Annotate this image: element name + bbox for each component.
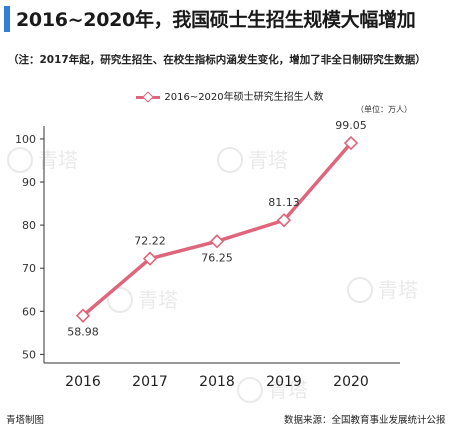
data-label: 72.22 bbox=[134, 235, 166, 248]
watermark-logo-icon: 青塔 bbox=[7, 147, 78, 173]
footer-source: 数据来源：全国教育事业发展统计公报 bbox=[284, 415, 446, 426]
data-point bbox=[343, 135, 359, 151]
legend-label: 2016~2020年硕士研究生招生人数 bbox=[164, 92, 324, 103]
legend-line-marker-icon bbox=[136, 92, 161, 102]
data-point bbox=[276, 213, 292, 228]
svg-text:青塔: 青塔 bbox=[268, 378, 308, 402]
data-point bbox=[142, 251, 158, 266]
watermark-logo-icon: 青塔 bbox=[237, 377, 308, 403]
y-tick-label: 90 bbox=[22, 176, 36, 189]
x-tick-label: 2018 bbox=[199, 374, 235, 390]
y-tick-label: 50 bbox=[22, 348, 36, 361]
x-tick-label: 2016 bbox=[65, 374, 101, 390]
watermark-logo-icon: 青塔 bbox=[107, 287, 178, 313]
title-accent-bar bbox=[4, 6, 10, 32]
data-label: 76.25 bbox=[201, 251, 233, 264]
series-line bbox=[81, 141, 353, 318]
y-tick-label: 80 bbox=[22, 219, 36, 232]
data-label: 58.98 bbox=[67, 326, 99, 339]
svg-text:青塔: 青塔 bbox=[378, 278, 418, 302]
footer-credit: 青塔制图 bbox=[6, 415, 45, 426]
data-point bbox=[75, 308, 91, 323]
svg-text:青塔: 青塔 bbox=[138, 288, 178, 312]
x-tick-label: 2020 bbox=[333, 374, 369, 390]
chart-subtitle: （注：2017年起，研究生招生、在校生指标内涵发生变化，增加了非全日制研究生数据… bbox=[8, 54, 426, 66]
x-tick-label: 2017 bbox=[132, 374, 168, 390]
y-tick-label: 60 bbox=[22, 305, 36, 318]
watermark-logo-icon: 青塔 bbox=[347, 277, 418, 303]
svg-text:青塔: 青塔 bbox=[248, 148, 288, 172]
legend: 2016~2020年硕士研究生招生人数 bbox=[0, 88, 460, 103]
svg-text:青塔: 青塔 bbox=[38, 148, 78, 172]
unit-label: （单位：万人） bbox=[356, 105, 412, 114]
chart-title: 2016~2020年，我国硕士生招生规模大幅增加 bbox=[16, 9, 416, 31]
y-tick-label: 100 bbox=[15, 133, 36, 146]
x-tick-label: 2019 bbox=[266, 374, 302, 390]
data-label: 99.05 bbox=[335, 119, 367, 132]
data-label: 81.13 bbox=[268, 196, 300, 209]
watermark-logo-icon: 青塔 bbox=[217, 147, 288, 173]
y-tick-label: 70 bbox=[22, 262, 36, 275]
data-point bbox=[209, 234, 225, 249]
